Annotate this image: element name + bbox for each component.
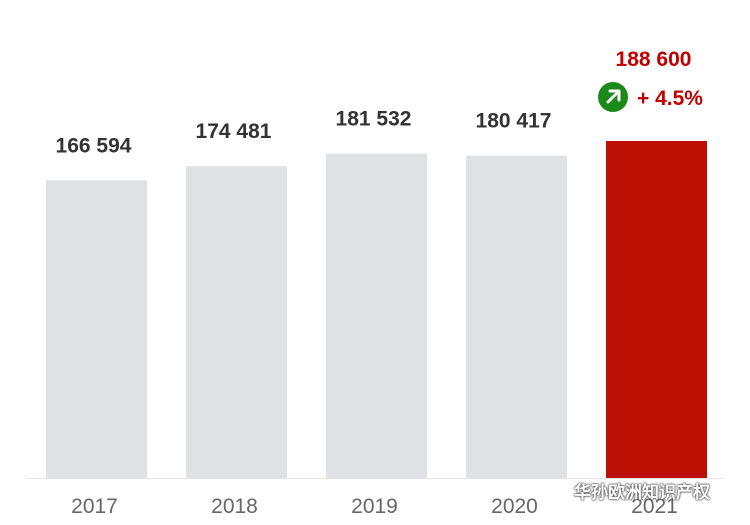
value-label-2019: 181 532 (336, 108, 412, 131)
value-label-2018: 174 481 (196, 120, 272, 143)
value-label-2017: 166 594 (56, 134, 132, 157)
value-label-2021: 188 600 (616, 48, 692, 71)
wechat-icon (539, 480, 566, 500)
bar-2020 (466, 155, 567, 478)
tick-label-2018: 2018 (211, 495, 258, 518)
tick-label-2020: 2020 (491, 495, 538, 518)
tick-label-2021: 2021 (631, 495, 678, 518)
change-label: + 4.5% (637, 87, 703, 110)
bar-2018 (186, 166, 287, 478)
tick-label-2017: 2017 (71, 495, 118, 518)
bar-2017 (46, 180, 147, 479)
arrow-up-right-icon (598, 82, 628, 112)
tick-label-2019: 2019 (351, 495, 398, 518)
bar-2021 (606, 141, 707, 478)
watermark-text: 华孙欧洲知识产权 (574, 483, 710, 503)
watermark: 华孙欧洲知识产权 (538, 478, 710, 503)
bar-2019 (326, 153, 427, 478)
value-label-2020: 180 417 (476, 110, 552, 133)
